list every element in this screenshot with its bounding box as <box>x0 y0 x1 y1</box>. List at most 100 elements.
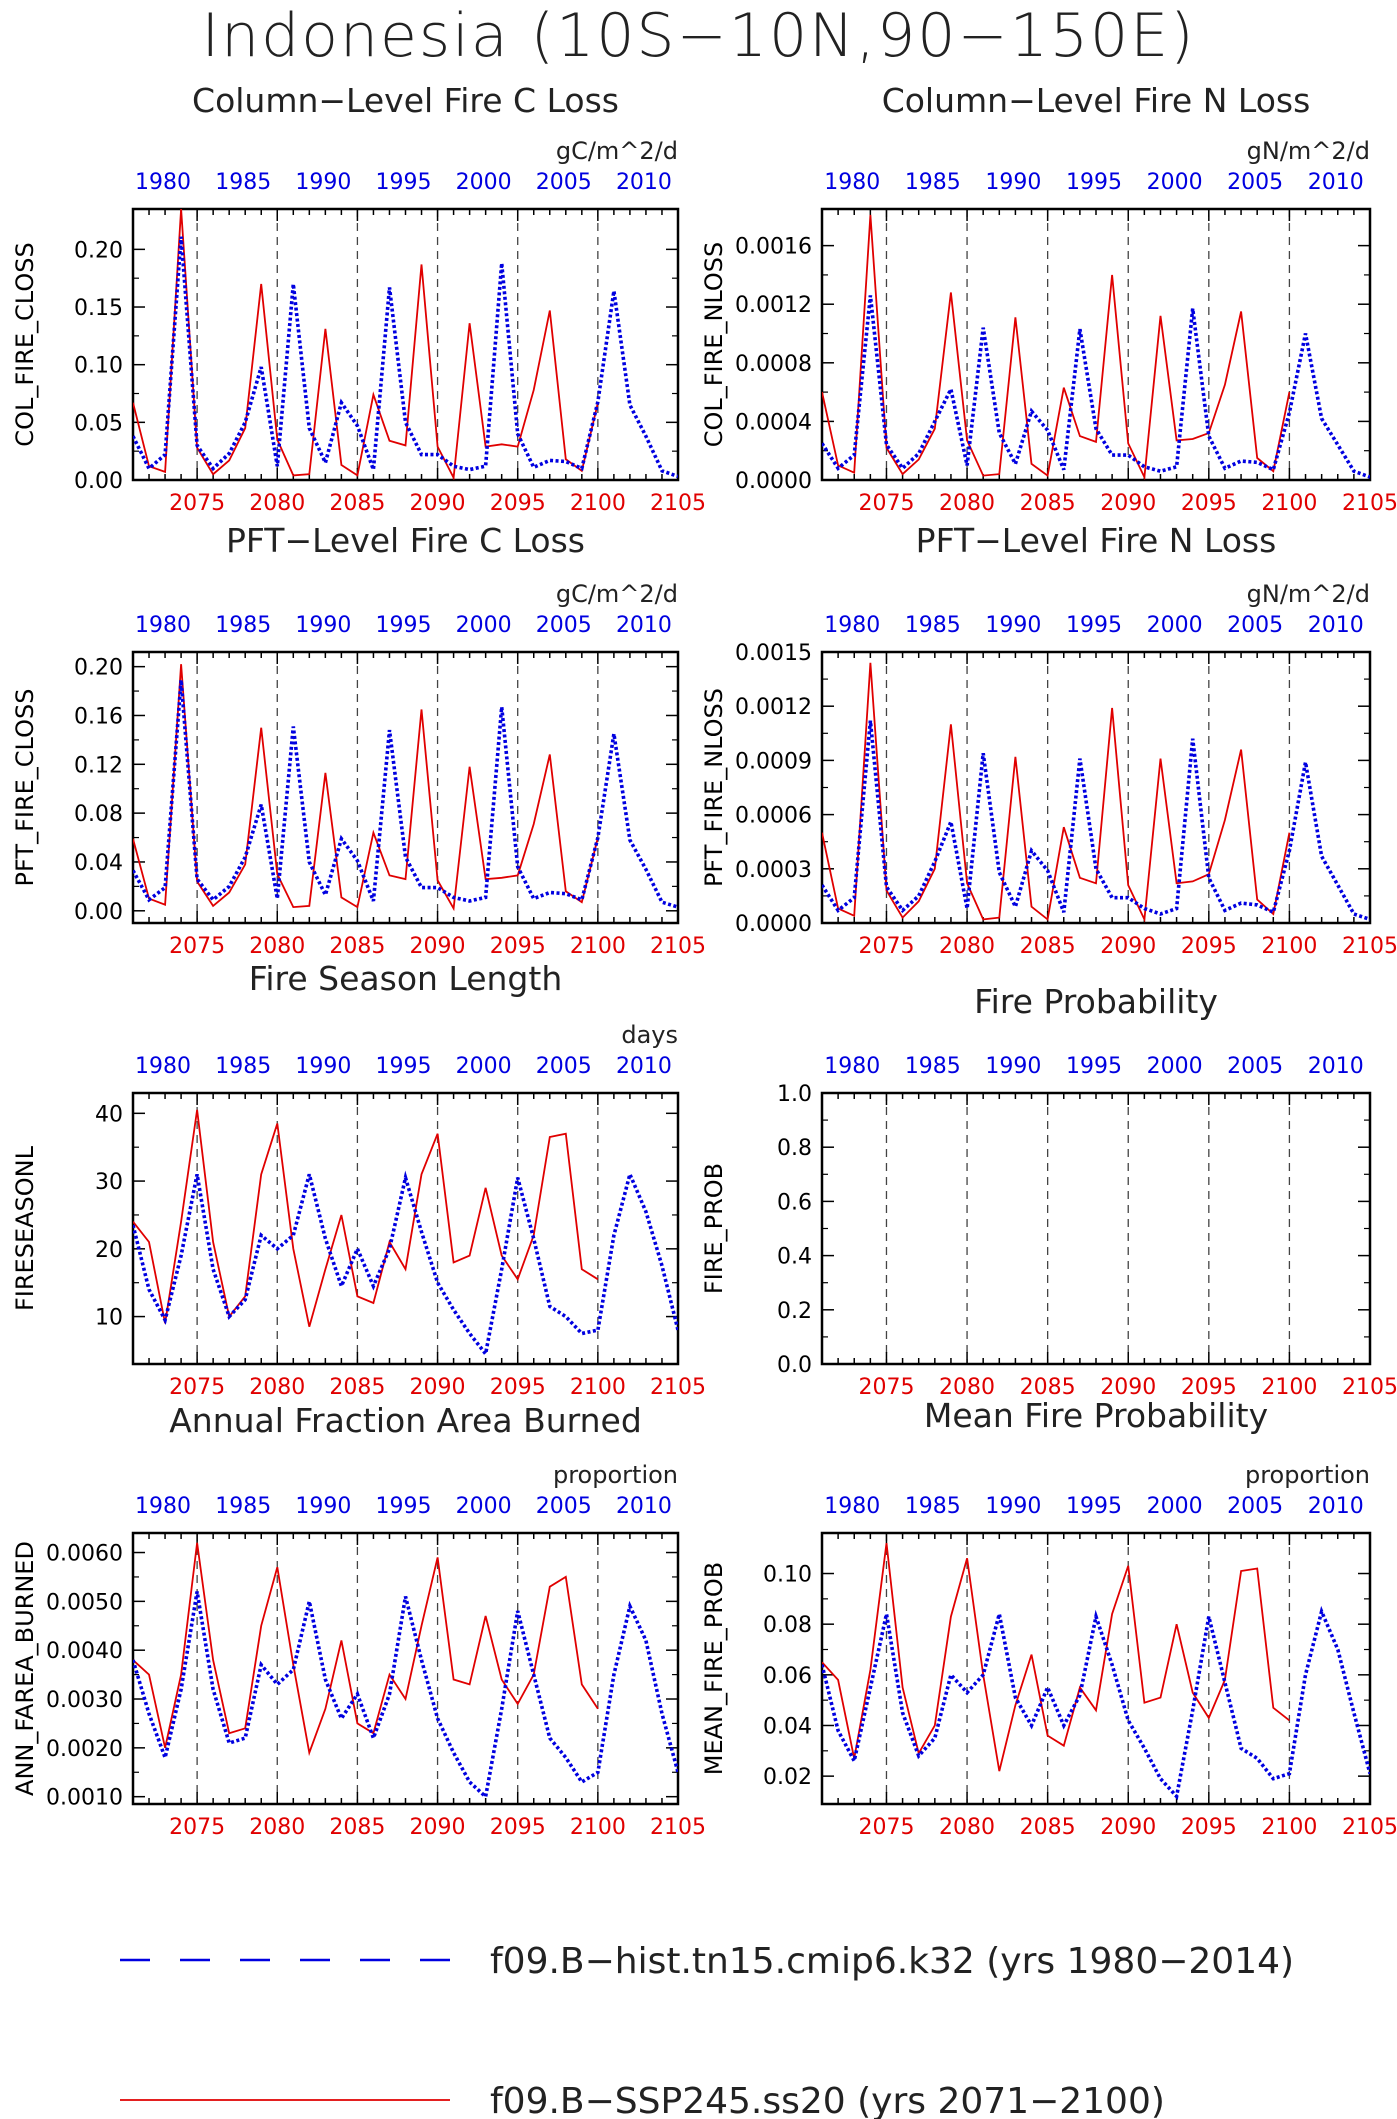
y-tick-label: 0.6 <box>777 1190 812 1215</box>
x-tick-label-top: 1985 <box>905 170 961 195</box>
units-label: gC/m^2/d <box>556 580 678 608</box>
panel-title: Annual Fraction Area Burned <box>169 1401 642 1440</box>
y-tick-label: 0.0000 <box>735 469 812 494</box>
y-tick-label: 1.0 <box>777 1082 812 1107</box>
series-line-hist <box>133 679 678 909</box>
x-tick-label-bottom: 2095 <box>490 1375 546 1400</box>
x-tick-label-top: 2005 <box>1227 170 1283 195</box>
x-tick-label-bottom: 2100 <box>570 491 626 516</box>
y-tick-label: 0.20 <box>74 656 123 681</box>
legend: f09.B−hist.tn15.cmip6.k32 (yrs 1980−2014… <box>120 1941 1294 2119</box>
y-tick-label: 0.0000 <box>735 912 812 937</box>
x-tick-label-bottom: 2095 <box>1181 934 1237 959</box>
panel-title: Fire Probability <box>974 982 1218 1021</box>
x-tick-label-top: 2005 <box>536 1494 592 1519</box>
x-tick-label-top: 2000 <box>1147 613 1203 638</box>
series-line-ssp245 <box>133 209 599 480</box>
x-tick-label-bottom: 2105 <box>650 934 706 959</box>
units-label: gN/m^2/d <box>1247 580 1370 608</box>
x-tick-label-bottom: 2080 <box>939 1815 995 1840</box>
x-tick-label-bottom: 2075 <box>858 491 914 516</box>
x-tick-label-bottom: 2100 <box>570 1375 626 1400</box>
x-tick-label-bottom: 2080 <box>249 1375 305 1400</box>
x-tick-label-top: 1995 <box>376 613 432 638</box>
x-tick-label-top: 2005 <box>536 613 592 638</box>
panel-title: Column−Level Fire C Loss <box>192 81 619 120</box>
x-tick-label-top: 1990 <box>985 613 1041 638</box>
y-tick-label: 0.0016 <box>735 235 812 260</box>
legend-label: f09.B−SSP245.ss20 (yrs 2071−2100) <box>490 2081 1165 2119</box>
x-tick-label-bottom: 2100 <box>570 934 626 959</box>
x-tick-label-bottom: 2080 <box>939 934 995 959</box>
x-tick-label-bottom: 2080 <box>249 934 305 959</box>
y-axis-label: MEAN_FIRE_PROB <box>700 1562 728 1775</box>
x-tick-label-top: 1980 <box>824 1494 880 1519</box>
units-label: gN/m^2/d <box>1247 137 1370 165</box>
x-tick-label-top: 1995 <box>376 170 432 195</box>
series-line-ssp245 <box>822 214 1291 480</box>
panel-5: Fire Season Length days FIRESEASONL 2075 208… <box>11 959 706 1400</box>
y-tick-label: 0.0040 <box>46 1639 123 1664</box>
x-tick-label-bottom: 2105 <box>650 1815 706 1840</box>
y-tick-label: 0.00 <box>74 469 123 494</box>
x-tick-label-top: 2000 <box>456 613 512 638</box>
y-axis-label: COL_FIRE_NLOSS <box>700 242 728 448</box>
y-tick-label: 0.0012 <box>735 695 812 720</box>
x-tick-label-top: 2005 <box>536 170 592 195</box>
y-tick-label: 0.0012 <box>735 293 812 318</box>
y-tick-label: 20 <box>95 1238 123 1263</box>
x-tick-label-top: 1995 <box>1066 613 1122 638</box>
panel-title: Column−Level Fire N Loss <box>882 81 1311 120</box>
panel-8: Mean Fire Probability proportion MEAN_FIRE… <box>700 1396 1397 1840</box>
x-tick-label-bottom: 2075 <box>858 1375 914 1400</box>
y-tick-label: 0.0015 <box>735 641 812 666</box>
x-tick-label-bottom: 2075 <box>858 934 914 959</box>
x-tick-label-bottom: 2095 <box>1181 1815 1237 1840</box>
x-tick-label-top: 1990 <box>985 1054 1041 1079</box>
x-tick-label-top: 2000 <box>456 170 512 195</box>
x-tick-label-top: 1980 <box>135 1494 191 1519</box>
y-tick-label: 0.0050 <box>46 1590 123 1615</box>
series-line-ssp245 <box>133 1542 599 1757</box>
page-title: Indonesia (10S−10N,90−150E) <box>201 1 1196 71</box>
x-tick-label-top: 2010 <box>616 1054 672 1079</box>
y-tick-label: 0.12 <box>74 753 123 778</box>
y-tick-label: 0.0009 <box>735 749 812 774</box>
legend-label: f09.B−hist.tn15.cmip6.k32 (yrs 1980−2014… <box>490 1941 1294 1982</box>
y-axis-label: FIRE_PROB <box>700 1163 728 1294</box>
x-tick-label-bottom: 2100 <box>1261 1815 1317 1840</box>
series-line-hist <box>133 1168 678 1359</box>
y-tick-label: 0.02 <box>763 1765 812 1790</box>
series-line-hist <box>822 1605 1370 1801</box>
x-tick-label-top: 2005 <box>1227 613 1283 638</box>
series-line-hist <box>822 720 1370 922</box>
y-tick-label: 0.4 <box>777 1245 812 1270</box>
x-tick-label-bottom: 2090 <box>1100 934 1156 959</box>
y-tick-label: 0.0030 <box>46 1688 123 1713</box>
x-tick-label-top: 1985 <box>215 1494 271 1519</box>
x-tick-label-top: 1990 <box>985 170 1041 195</box>
x-tick-label-bottom: 2080 <box>249 1815 305 1840</box>
x-tick-label-bottom: 2085 <box>329 1375 385 1400</box>
x-tick-label-bottom: 2085 <box>1020 934 1076 959</box>
x-tick-label-bottom: 2105 <box>1342 491 1397 516</box>
x-tick-label-top: 2010 <box>616 170 672 195</box>
series-line-ssp245 <box>133 664 599 912</box>
x-tick-label-bottom: 2105 <box>650 1375 706 1400</box>
series-line-hist <box>822 295 1370 479</box>
x-tick-label-bottom: 2085 <box>329 934 385 959</box>
x-tick-label-top: 1980 <box>824 1054 880 1079</box>
x-tick-label-bottom: 2075 <box>169 1375 225 1400</box>
y-tick-label: 0.20 <box>74 238 123 263</box>
plot-frame <box>131 650 680 925</box>
series-line-hist <box>133 1591 678 1801</box>
panel-7: Annual Fraction Area Burned proportion ANN… <box>11 1401 706 1840</box>
y-tick-label: 0.0020 <box>46 1737 123 1762</box>
x-tick-label-bottom: 2095 <box>490 491 546 516</box>
x-tick-label-bottom: 2105 <box>1342 1815 1397 1840</box>
x-tick-label-bottom: 2075 <box>169 934 225 959</box>
y-tick-label: 0.2 <box>777 1299 812 1324</box>
plot-frame <box>820 1531 1372 1806</box>
x-tick-label-top: 1985 <box>905 613 961 638</box>
